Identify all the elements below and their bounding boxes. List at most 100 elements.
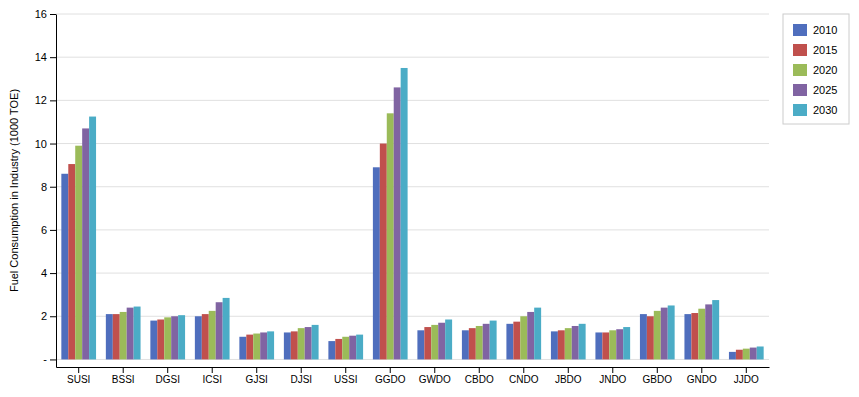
bar [394,87,401,359]
x-tick-label: JNDO [599,374,626,385]
bar [640,314,647,359]
bar [284,332,291,359]
grid [56,14,769,359]
y-tick: 6 [41,224,56,236]
legend-label: 2015 [813,44,837,56]
y-axis-title: Fuel Consumption in Industry (1000 TOE) [8,89,20,292]
grid-line [56,143,769,144]
y-tick-label: 16 [35,8,47,20]
x-tick-label: DGSI [155,374,179,385]
bar [609,330,616,359]
plot: -246810121416SUSIBSSIDGSIICSIGJSIDJSIUSS… [8,8,770,385]
bar [253,334,260,360]
bar [239,337,246,360]
y-tick: 16 [35,8,56,20]
legend-item: 2030 [793,104,837,116]
bar [431,325,438,360]
bar [558,330,565,359]
bar [736,350,743,360]
y-tick-label: 14 [35,51,47,63]
bar-series [82,87,757,359]
bar [595,332,602,359]
bar [349,336,356,360]
x-tick-label: ICSI [202,374,221,385]
y-tick-label: 4 [41,267,47,279]
legend-label: 2030 [813,104,837,116]
bar [661,308,668,360]
bar [171,316,178,359]
x-tick-mark [167,367,168,373]
bar [668,305,675,359]
bar [750,348,757,360]
x-tick-mark [479,367,480,373]
bar [712,300,719,359]
x-tick: ICSI [202,367,221,385]
y-tick: - [43,353,56,365]
bar [623,327,630,359]
bar [120,312,127,359]
y-tick-mark [50,57,56,58]
bar [113,314,120,359]
bar [705,304,712,359]
bar [684,314,691,359]
bar [291,331,298,359]
bar [602,332,609,359]
grid-line [56,229,769,230]
y-tick-mark [50,316,56,317]
x-tick-label: CNDO [509,374,539,385]
x-tick-label: JJDO [734,374,759,385]
bar [216,302,223,359]
x-tick: DGSI [155,367,179,385]
y-tick-label: 8 [41,181,47,193]
bar [729,352,736,360]
x-tick-mark [123,367,124,373]
y-tick-mark [50,273,56,274]
y-tick-label: 12 [35,94,47,106]
bar [298,328,305,359]
bar [195,316,202,359]
legend: 20102015202020252030 [783,14,849,124]
x-tick-label: GNDO [687,374,717,385]
legend-item: 2020 [793,64,837,76]
bar [757,346,764,359]
x-tick-label: DJSI [290,374,312,385]
bar [157,320,164,360]
y-tick-mark [50,230,56,231]
bar [106,314,113,359]
bar [616,329,623,359]
x-tick: JJDO [734,367,759,385]
bar [743,349,750,360]
legend-label: 2020 [813,64,837,76]
bar [469,328,476,359]
legend-item: 2015 [793,44,837,56]
bar [202,314,209,359]
x-tick-mark [657,367,658,373]
y-axis-line [56,15,57,368]
x-tick-mark [523,367,524,373]
bar [82,128,89,359]
bar [223,298,230,360]
bar [401,68,408,359]
legend-swatch [793,44,807,56]
bar [462,330,469,359]
x-tick-mark [256,367,257,373]
bar [691,313,698,359]
x-tick-mark [568,367,569,373]
bar [476,326,483,359]
bar [380,144,387,360]
bar [178,315,185,359]
x-axis-line [57,367,770,368]
x-axis: SUSIBSSIDGSIICSIGJSIDJSIUSSIGGDOGWDOCBDO… [57,367,770,385]
x-tick-mark [390,367,391,373]
bar [417,330,424,359]
bar [61,174,68,360]
x-tick: GNDO [687,367,717,385]
legend-item: 2010 [793,24,837,36]
y-axis: -246810121416 [35,8,57,367]
bar [654,311,661,360]
bar [572,326,579,359]
x-tick: SUSI [67,367,90,385]
bar [68,164,75,359]
x-tick-label: SUSI [67,374,90,385]
y-tick-mark [50,144,56,145]
